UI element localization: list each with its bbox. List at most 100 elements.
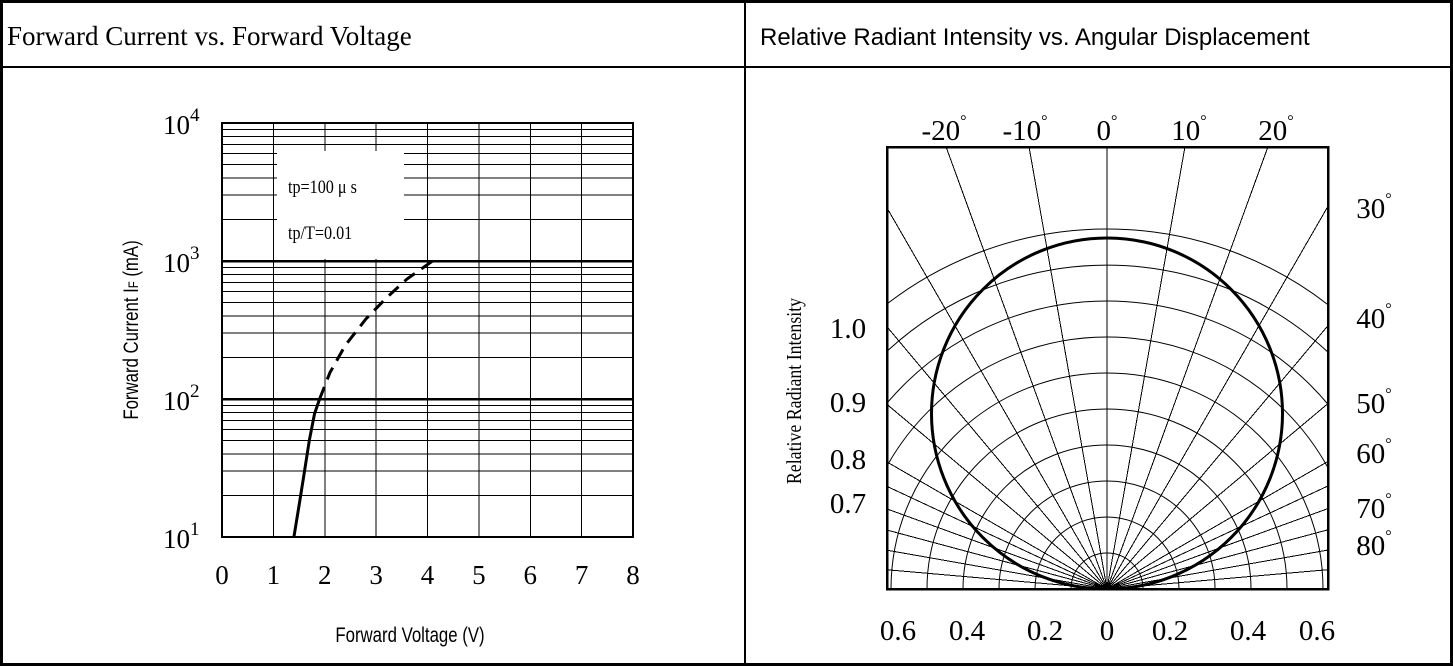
iv-y-tick-exponent: 1: [190, 519, 200, 540]
polar-top-angle-label: -20°: [921, 113, 966, 147]
polar-right-angle-label: 30°: [1356, 191, 1391, 225]
iv-x-tick-label: 2: [318, 560, 332, 590]
polar-grid-radial: [1106, 508, 1328, 589]
polar-grid-radial: [1106, 569, 1328, 589]
polar-bottom-scale-label: 0.6: [1299, 615, 1335, 647]
iv-x-tick-label: 3: [369, 560, 383, 590]
iv-y-tick-base: 10: [163, 248, 190, 278]
iv-y-tick-label: 102: [163, 381, 200, 416]
degree-mark: °: [1385, 528, 1391, 545]
angle-value: 70: [1356, 493, 1385, 525]
iv-y-tick-exponent: 3: [190, 243, 200, 264]
angle-value: 50: [1356, 388, 1385, 420]
iv-x-tick-label: 4: [421, 560, 435, 590]
polar-grid-radial: [887, 569, 1108, 589]
degree-mark: °: [1041, 113, 1047, 130]
polar-bottom-scale-label: 0.2: [1027, 615, 1063, 647]
polar-grid-radial: [1106, 460, 1328, 589]
angle-value: -10: [1002, 115, 1041, 147]
iv-y-tick-label: 104: [163, 105, 200, 140]
polar-grid-radial: [1028, 147, 1108, 589]
polar-bottom-scale-label: 0.4: [1230, 615, 1267, 647]
iv-y-tick-label: 101: [163, 519, 200, 554]
polar-y-axis-label: Relative Radiant Intensity: [784, 298, 807, 484]
iv-grid: [222, 123, 633, 537]
iv-plot-frame: [221, 122, 634, 538]
polar-series-group: [930, 236, 1284, 589]
degree-mark: °: [1385, 301, 1391, 318]
polar-grid-radial: [887, 206, 1108, 589]
polar-left-scale-label: 1.0: [830, 313, 866, 345]
polar-intensity-pattern: [930, 236, 1284, 589]
polar-bottom-scale-label: 0.4: [949, 615, 986, 647]
angle-value: 10: [1171, 115, 1200, 147]
iv-x-tick-label: 7: [575, 560, 589, 590]
iv-annotation-box: [277, 151, 404, 259]
polar-right-angle-label: 80°: [1356, 528, 1391, 562]
iv-annotation-duty-cycle: tp/T=0.01: [288, 222, 352, 244]
degree-mark: °: [1111, 113, 1117, 130]
polar-top-angle-label: -10°: [1002, 113, 1047, 147]
iv-y-tick-exponent: 4: [190, 105, 200, 126]
iv-y-tick-label: 103: [163, 243, 200, 278]
polar-grid: [887, 147, 1328, 589]
polar-grid-radial: [887, 403, 1108, 589]
iv-x-axis-label: Forward Voltage (V): [335, 624, 484, 647]
svg-text:Forward Current IF (mA): Forward Current IF (mA): [120, 240, 143, 419]
iv-x-tick-label: 0: [215, 560, 229, 590]
polar-top-angle-label: 20°: [1258, 113, 1293, 147]
degree-mark: °: [1200, 113, 1206, 130]
polar-grid-radial: [887, 461, 1108, 589]
iv-y-tick-base: 10: [163, 524, 190, 554]
polar-left-scale-labels: 1.0 0.9 0.8 0.7: [830, 313, 866, 520]
polar-top-angle-labels: -20° -10° 0° 10° 20°: [921, 113, 1293, 147]
polar-grid-radial: [1106, 549, 1328, 589]
iv-x-tick-label: 8: [626, 560, 640, 590]
iv-x-tick-label: 6: [524, 560, 538, 590]
iv-y-axis-label: Forward Current IF (mA): [120, 240, 143, 419]
degree-mark: °: [1385, 191, 1391, 208]
polar-grid-radial: [887, 549, 1108, 589]
polar-right-angle-labels: 30°40°50°60°70°80°: [1356, 191, 1391, 562]
polar-grid-radial: [1106, 147, 1186, 589]
iv-annotation-pulse-width: tp=100 μ s: [288, 176, 357, 198]
degree-mark: °: [1385, 491, 1391, 508]
polar-grid-radial: [1106, 205, 1328, 589]
angle-value: 80: [1356, 530, 1385, 562]
degree-mark: °: [960, 113, 966, 130]
polar-top-angle-label: 0°: [1097, 113, 1118, 147]
iv-series-solid: [292, 398, 322, 538]
polar-grid-radial: [887, 485, 1108, 589]
right-panel-title: Relative Radiant Intensity vs. Angular D…: [760, 24, 1310, 51]
polar-grid-radial: [1106, 147, 1269, 589]
angle-value: 40: [1356, 303, 1385, 335]
polar-right-angle-label: 60°: [1356, 436, 1391, 470]
iv-y-label-subscript: F: [126, 281, 141, 288]
polar-left-scale-label: 0.9: [830, 387, 866, 419]
polar-grid-radial: [1106, 402, 1328, 589]
polar-bottom-scale-labels: 0.6 0.4 0.2 0 0.2 0.4 0.6: [880, 615, 1335, 647]
iv-y-tick-exponent: 2: [190, 381, 200, 402]
polar-bottom-scale-label: 0: [1100, 615, 1115, 647]
angle-value: -20: [921, 115, 960, 147]
polar-plot-frame: [885, 145, 1330, 591]
polar-grid-radial: [887, 326, 1108, 589]
polar-grid-radial: [1106, 485, 1328, 589]
polar-top-angle-label: 10°: [1171, 113, 1206, 147]
iv-x-tick-label: 1: [267, 560, 281, 590]
polar-bottom-scale-label: 0.6: [880, 615, 916, 647]
iv-y-tick-base: 10: [163, 386, 190, 416]
iv-y-label-main: Forward Current I: [120, 288, 143, 420]
polar-chart: -20° -10° 0° 10° 20° 30°40°50°60°70°80° 1.00…: [784, 113, 1392, 647]
polar-bottom-scale-label: 0.2: [1152, 615, 1188, 647]
polar-grid-radial: [1106, 324, 1328, 589]
iv-x-tick-label: 5: [472, 560, 486, 590]
polar-grid-radial: [887, 508, 1108, 589]
polar-grid-radial: [1106, 529, 1328, 589]
polar-right-angle-label: 50°: [1356, 386, 1391, 420]
degree-mark: °: [1385, 386, 1391, 403]
polar-right-angle-label: 40°: [1356, 301, 1391, 335]
